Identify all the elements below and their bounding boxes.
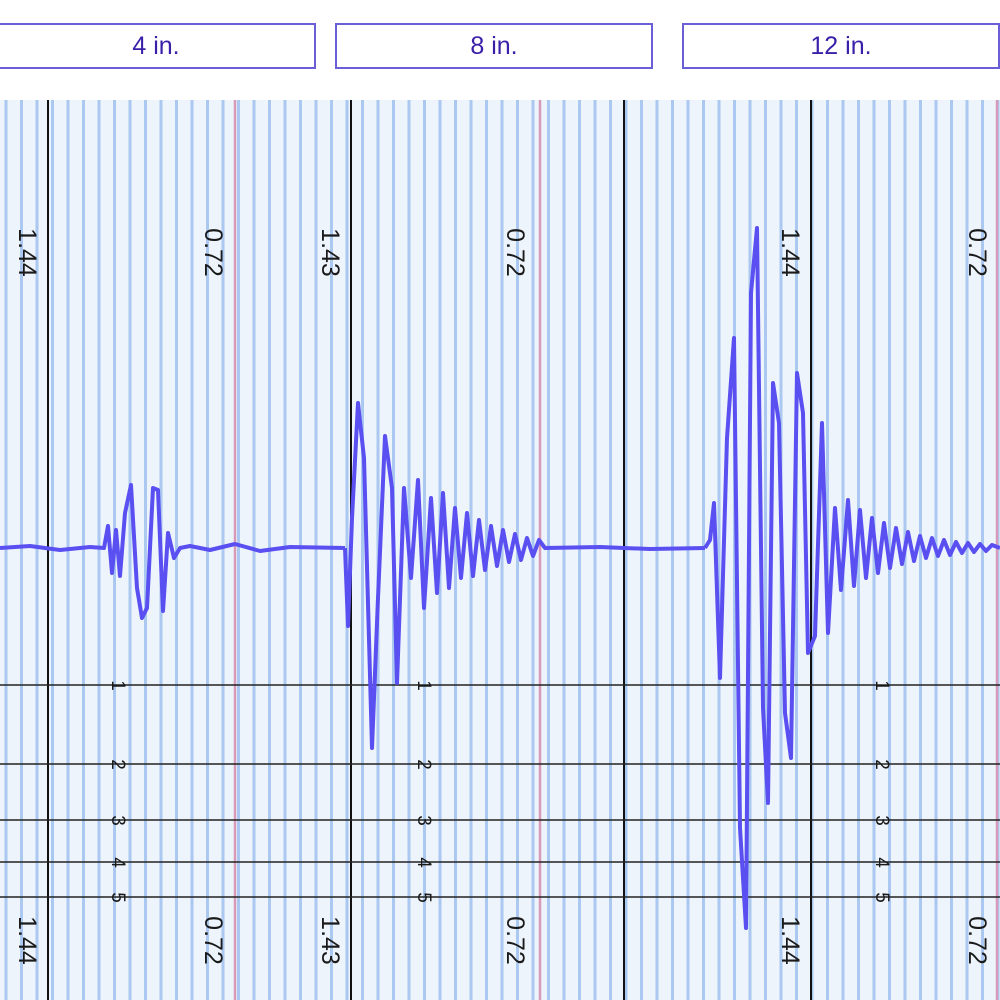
scale-label-panel-3-left-bottom: 1.44 — [775, 916, 804, 965]
magnitude-label-1: 1 — [870, 680, 892, 691]
magnitude-label-4: 4 — [870, 857, 892, 868]
magnitude-label-3: 3 — [412, 815, 434, 826]
seismic-trace-8-inch — [343, 401, 706, 750]
magnitude-label-5: 5 — [412, 892, 434, 903]
scale-label-panel-3-mid-bottom: 0.72 — [962, 916, 991, 965]
magnitude-label-2: 2 — [870, 759, 892, 770]
magnitude-label-1: 1 — [106, 680, 128, 691]
seismic-trace-4-inch — [0, 483, 346, 620]
tab-12-inch[interactable]: 12 in. — [682, 23, 1000, 69]
tab-4-inch[interactable]: 4 in. — [0, 23, 316, 69]
magnitude-label-4: 4 — [106, 857, 128, 868]
tab-8-inch[interactable]: 8 in. — [335, 23, 653, 69]
scale-label-panel-2-left-bottom: 1.43 — [315, 916, 344, 965]
scale-label-panel-1-mid-top: 0.72 — [198, 228, 227, 277]
seismogram-plot: 1.44 0.72 1.43 0.72 1.44 0.72 1.44 0.72 … — [0, 100, 1000, 1000]
scale-label-panel-1-mid-bottom: 0.72 — [198, 916, 227, 965]
magnitude-label-2: 2 — [412, 759, 434, 770]
scale-label-panel-3-left-top: 1.44 — [775, 228, 804, 277]
scale-label-panel-1-left-top: 1.44 — [12, 228, 41, 277]
magnitude-label-4: 4 — [412, 857, 434, 868]
tab-bar: 4 in. 8 in. 12 in. — [0, 0, 1000, 100]
scale-label-panel-3-mid-top: 0.72 — [962, 228, 991, 277]
magnitude-label-2: 2 — [106, 759, 128, 770]
scale-label-panel-2-left-top: 1.43 — [315, 228, 344, 277]
magnitude-label-5: 5 — [870, 892, 892, 903]
magnitude-label-5: 5 — [106, 892, 128, 903]
scale-label-panel-1-left-bottom: 1.44 — [12, 916, 41, 965]
magnitude-label-3: 3 — [106, 815, 128, 826]
scale-label-panel-2-mid-top: 0.72 — [500, 228, 529, 277]
magnitude-label-1: 1 — [412, 680, 434, 691]
scale-label-panel-2-mid-bottom: 0.72 — [500, 916, 529, 965]
magnitude-label-3: 3 — [870, 815, 892, 826]
seismic-trace-12-inch — [703, 226, 1000, 930]
seismogram-svg — [0, 100, 1000, 1000]
